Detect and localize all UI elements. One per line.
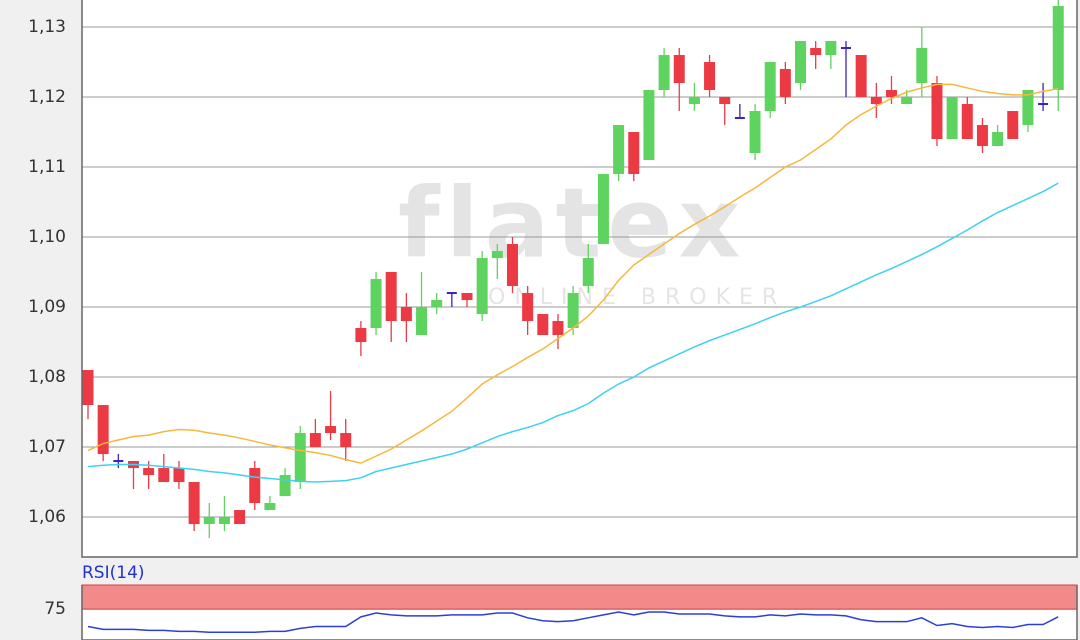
overbought-band bbox=[81, 584, 1078, 610]
candle-body bbox=[309, 433, 321, 448]
candle-body bbox=[613, 125, 625, 175]
candle-body bbox=[279, 475, 291, 497]
ma-line bbox=[87, 611, 1059, 634]
watermark: flatex bbox=[398, 167, 746, 279]
candle-body bbox=[97, 405, 109, 455]
candle-body bbox=[719, 97, 731, 105]
candle-body bbox=[885, 90, 897, 98]
candle-body bbox=[673, 55, 685, 84]
y-tick-label: 1,06 bbox=[28, 507, 66, 527]
candle-body bbox=[688, 97, 700, 105]
candle-body bbox=[764, 62, 776, 112]
candle-body bbox=[522, 293, 534, 322]
y-tick-label: 1,13 bbox=[28, 17, 66, 37]
y-tick-label: 1,12 bbox=[28, 87, 66, 107]
candle-body bbox=[537, 314, 549, 336]
candle-body bbox=[704, 62, 716, 91]
candle-body bbox=[400, 307, 412, 322]
y-tick-label: 75 bbox=[44, 599, 66, 619]
watermark-sub: ONLINE BROKER bbox=[488, 285, 786, 310]
candle-body bbox=[491, 251, 503, 259]
ma-line bbox=[87, 182, 1059, 483]
candle-body bbox=[825, 41, 837, 56]
candle-body bbox=[552, 321, 564, 336]
candle-body bbox=[870, 97, 882, 105]
candle-body bbox=[218, 517, 230, 525]
candle-body bbox=[476, 258, 488, 315]
candle-body bbox=[946, 97, 958, 140]
candle-body bbox=[158, 468, 170, 483]
y-tick-label: 1,07 bbox=[28, 437, 66, 457]
candle-body bbox=[810, 48, 822, 56]
candle-body bbox=[249, 468, 261, 504]
candle-body bbox=[976, 125, 988, 147]
candle-body bbox=[431, 300, 443, 308]
candle-body bbox=[992, 132, 1004, 147]
candle-body bbox=[173, 468, 185, 483]
candle-body bbox=[234, 510, 246, 525]
plot-border bbox=[81, 585, 1078, 640]
candle-body bbox=[643, 90, 655, 161]
candle-body bbox=[582, 258, 594, 287]
candle-body bbox=[294, 433, 306, 483]
candle-body bbox=[143, 468, 155, 476]
candle-body bbox=[916, 48, 928, 84]
candle-body bbox=[597, 174, 609, 245]
candle-body bbox=[203, 517, 215, 525]
y-tick-label: 1,11 bbox=[28, 157, 66, 177]
candle-body bbox=[82, 370, 94, 406]
candle-body bbox=[901, 97, 913, 105]
candle-body bbox=[567, 293, 579, 329]
y-tick-label: 1,08 bbox=[28, 367, 66, 387]
candle-body bbox=[628, 132, 640, 175]
y-tick-label: 1,09 bbox=[28, 297, 66, 317]
candle-body bbox=[961, 104, 973, 140]
candle-body bbox=[325, 426, 337, 434]
candle-body bbox=[385, 272, 397, 322]
candle-body bbox=[370, 279, 382, 329]
candle-body bbox=[1052, 6, 1064, 91]
rsi-title: RSI(14) bbox=[82, 563, 145, 583]
candle-body bbox=[658, 55, 670, 91]
candle-body bbox=[779, 69, 791, 98]
candle-body bbox=[188, 482, 200, 525]
candle-body bbox=[1007, 111, 1019, 140]
candle-body bbox=[340, 433, 352, 448]
candle-body bbox=[795, 41, 807, 84]
candle-body bbox=[264, 503, 276, 511]
candle-body bbox=[855, 55, 867, 98]
candle-body bbox=[1022, 90, 1034, 126]
plot-border bbox=[81, 0, 1078, 558]
candle-body bbox=[931, 83, 943, 140]
candle-body bbox=[355, 328, 367, 343]
candle-body bbox=[416, 307, 428, 336]
candle-body bbox=[749, 111, 761, 154]
ma-line bbox=[87, 83, 1059, 464]
main-plot bbox=[82, 0, 1077, 557]
y-tick-label: 1,10 bbox=[28, 227, 66, 247]
candle-body bbox=[506, 244, 518, 287]
candle-body bbox=[461, 293, 473, 301]
